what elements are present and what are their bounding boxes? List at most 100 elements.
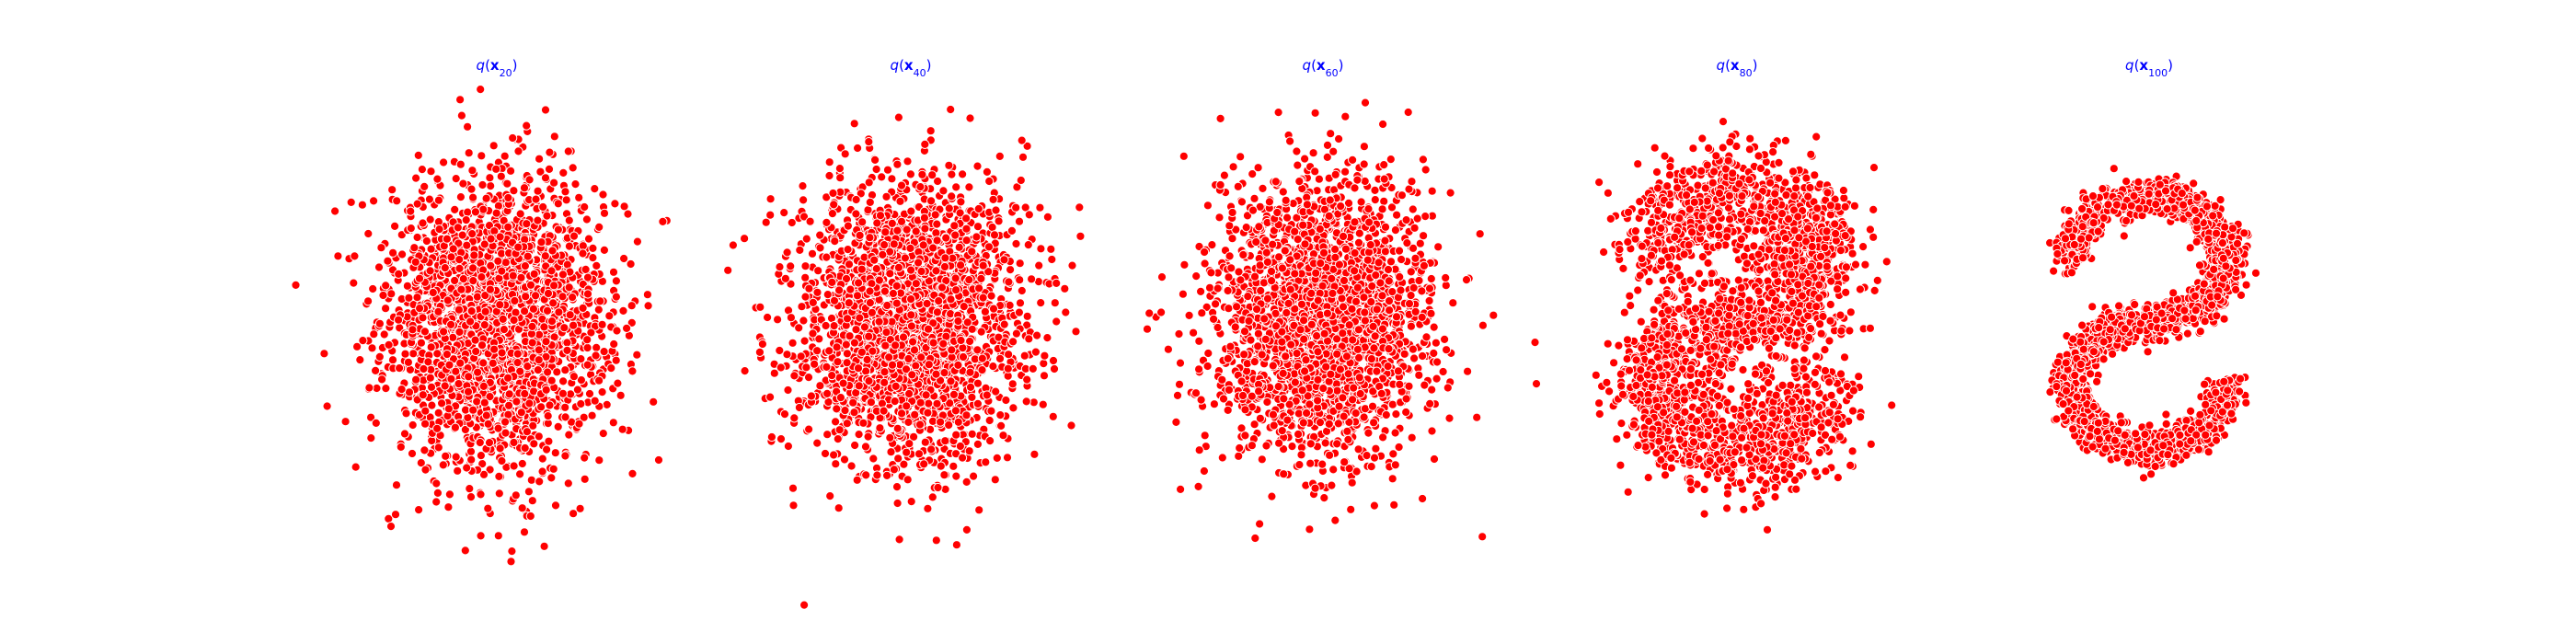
scatter-point [867,279,877,289]
scatter-point [582,342,592,353]
scatter-point [789,371,799,381]
scatter-point [944,160,954,170]
scatter-point [869,255,880,265]
scatter-point [426,382,437,392]
scatter-point [471,346,481,357]
scatter-point [906,310,916,320]
scatter-point [511,307,521,317]
scatter-point [946,309,956,319]
scatter-point [357,200,367,210]
scatter-point [824,170,834,181]
scatter-point [432,349,443,359]
scatter-point [381,281,391,291]
scatter-point [789,413,799,423]
scatter-point [559,323,569,333]
scatter-point [865,298,876,308]
scatter-point [476,451,487,461]
scatter-point [493,256,503,266]
scatter-point [377,374,387,385]
scatter-point [504,400,514,410]
scatter-point [961,477,972,488]
scatter-point [412,199,422,209]
scatter-point [495,443,505,454]
scatter-point [440,381,450,391]
scatter-point [923,408,933,418]
scatter-point [799,195,809,205]
scatter-point [581,264,591,274]
scatter-point [369,196,379,206]
scatter-point [497,266,507,276]
scatter-point [458,178,468,189]
scatter-point [560,412,570,422]
scatter-point [1034,260,1044,270]
scatter-point [815,381,825,391]
scatter-point [965,336,975,347]
scatter-point [910,409,920,420]
scatter-panel-3: q(x60) [1142,57,1542,544]
scatter-point [868,454,879,464]
scatter-point [540,173,551,183]
scatter-point [1419,231,1429,241]
scatter-point [941,233,951,243]
scatter-point [911,279,921,289]
scatter-point [985,436,995,446]
scatter-point [494,471,504,482]
scatter-point [723,265,733,275]
scatter-point [562,345,572,355]
scatter-point [497,348,507,358]
scatter-point [839,454,850,465]
scatter-point [581,214,592,224]
scatter-point [808,297,818,307]
scatter-point [392,196,402,206]
scatter-point [592,342,602,352]
scatter-point [1433,242,1443,252]
scatter-point [420,406,431,416]
scatter-point [976,327,986,337]
scatter-point [537,466,547,477]
scatter-point [627,301,637,311]
scatter-point [544,436,554,446]
scatter-point [535,154,545,164]
scatter-point [892,423,903,433]
scatter-point [1028,363,1038,374]
scatter-point [947,191,957,201]
scatter-point [468,276,478,286]
scatter-point [531,291,541,301]
scatter-point [433,306,443,316]
scatter-point [864,331,874,341]
scatter-point [558,167,569,178]
scatter-point [891,298,902,308]
scatter-point [783,385,793,396]
scatter-point [835,173,845,183]
scatter-point [853,363,864,374]
scatter-point [1273,108,1283,118]
scatter-point [446,252,456,262]
scatter-point [902,447,912,457]
scatter-point [588,243,598,253]
scatter-point [1048,355,1059,366]
scatter-point [880,227,891,237]
title-function: q [891,57,900,74]
scatter-point [958,351,969,362]
scatter-point [1432,374,1442,384]
scatter-point [534,355,544,365]
scatter-point [560,402,570,412]
scatter-point [871,164,881,175]
scatter-point [940,253,950,263]
scatter-point [874,275,885,285]
scatter-point [799,336,810,346]
scatter-point [587,410,597,420]
scatter-point [889,239,899,249]
scatter-point [410,257,420,267]
scatter-point [931,369,941,379]
scatter-point [959,302,969,312]
scatter-point [503,222,513,232]
scatter-point [920,139,930,149]
scatter-point [517,503,527,513]
scatter-point [466,446,477,456]
scatter-point [420,327,430,337]
scatter-point [860,442,871,452]
scatter-point [413,150,423,160]
scatter-point [857,264,867,274]
scatter-point [544,164,555,174]
